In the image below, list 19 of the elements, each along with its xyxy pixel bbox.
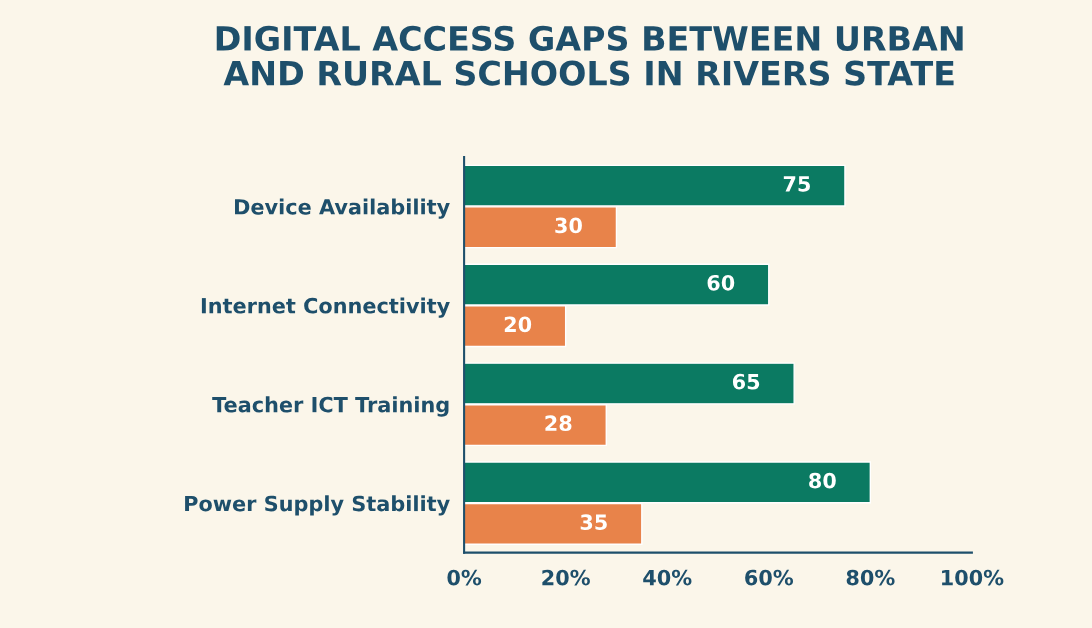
x-tick-label: 0% [447,569,482,586]
x-tick-label: 20% [542,569,590,586]
y-tick-label: Device Availability [235,198,450,219]
x-tick-label: 40% [643,569,692,586]
data-label: 20 [504,316,532,333]
data-label: 30 [555,217,582,234]
data-label: 75 [783,176,810,192]
data-label: 80 [809,472,836,489]
data-label: 28 [545,415,572,432]
y-tick-label: Power Supply Stability [185,495,450,516]
data-label: 35 [580,514,607,530]
x-tick-label: 100% [942,569,1004,586]
chart-title: DIGITAL ACCESS GAPS BETWEEN URBAN AND RURAL SCHOOLS IN RIVERS STATE [216,25,963,86]
data-label: 60 [707,274,735,291]
x-tick-label: 60% [745,569,794,586]
x-tick-label: 80% [846,569,895,586]
y-tick-label: Teacher ICT Training [212,396,449,417]
y-tick-label: Internet Connectivity [201,297,450,318]
data-label: 65 [732,373,760,390]
